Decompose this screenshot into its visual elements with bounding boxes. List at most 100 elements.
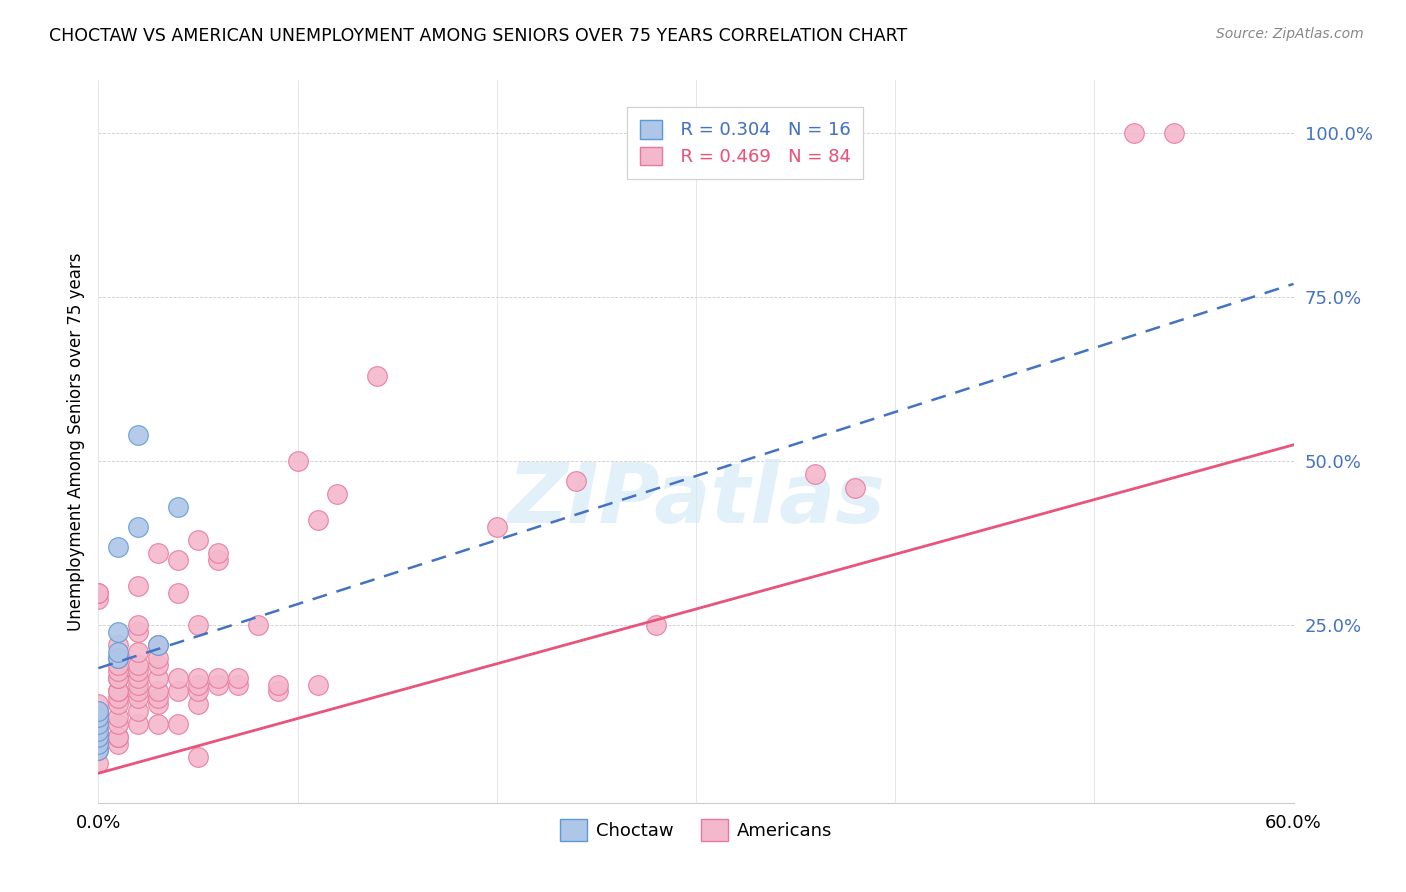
Point — [187, 618, 209, 632]
Point — [87, 710, 110, 724]
Point — [87, 737, 110, 751]
Point — [307, 513, 329, 527]
Point — [148, 657, 170, 672]
Point — [87, 717, 110, 731]
Point — [107, 651, 129, 665]
Point — [187, 533, 209, 547]
Point — [148, 638, 170, 652]
Point — [485, 520, 508, 534]
Point — [107, 710, 129, 724]
Point — [148, 546, 170, 560]
Point — [107, 730, 129, 744]
Point — [107, 690, 129, 705]
Point — [107, 625, 129, 640]
Point — [565, 474, 588, 488]
Point — [187, 749, 209, 764]
Point — [148, 717, 170, 731]
Point — [107, 665, 129, 679]
Point — [107, 698, 129, 712]
Text: Source: ZipAtlas.com: Source: ZipAtlas.com — [1216, 27, 1364, 41]
Legend: Choctaw, Americans: Choctaw, Americans — [553, 812, 839, 848]
Point — [127, 579, 149, 593]
Point — [226, 671, 249, 685]
Point — [148, 671, 170, 685]
Point — [87, 698, 110, 712]
Point — [187, 698, 209, 712]
Point — [148, 638, 170, 652]
Point — [107, 651, 129, 665]
Point — [127, 671, 149, 685]
Point — [307, 677, 329, 691]
Point — [1123, 126, 1146, 140]
Point — [187, 684, 209, 698]
Point — [107, 684, 129, 698]
Point — [87, 704, 110, 718]
Point — [167, 671, 190, 685]
Point — [267, 684, 290, 698]
Point — [148, 690, 170, 705]
Point — [127, 665, 149, 679]
Point — [127, 625, 149, 640]
Point — [127, 657, 149, 672]
Point — [127, 690, 149, 705]
Point — [167, 717, 190, 731]
Point — [645, 618, 668, 632]
Point — [366, 368, 388, 383]
Point — [87, 730, 110, 744]
Point — [87, 710, 110, 724]
Point — [127, 677, 149, 691]
Text: CHOCTAW VS AMERICAN UNEMPLOYMENT AMONG SENIORS OVER 75 YEARS CORRELATION CHART: CHOCTAW VS AMERICAN UNEMPLOYMENT AMONG S… — [49, 27, 907, 45]
Point — [87, 585, 110, 599]
Point — [87, 717, 110, 731]
Point — [287, 454, 309, 468]
Point — [87, 743, 110, 757]
Point — [87, 730, 110, 744]
Point — [207, 546, 229, 560]
Point — [87, 723, 110, 738]
Point — [87, 743, 110, 757]
Point — [187, 671, 209, 685]
Point — [844, 481, 866, 495]
Point — [167, 553, 190, 567]
Point — [107, 730, 129, 744]
Point — [127, 428, 149, 442]
Point — [148, 698, 170, 712]
Point — [87, 737, 110, 751]
Point — [87, 704, 110, 718]
Point — [127, 520, 149, 534]
Point — [326, 487, 349, 501]
Point — [187, 677, 209, 691]
Point — [107, 684, 129, 698]
Point — [87, 704, 110, 718]
Point — [127, 645, 149, 659]
Point — [148, 651, 170, 665]
Point — [1163, 126, 1185, 140]
Point — [107, 540, 129, 554]
Point — [87, 592, 110, 607]
Y-axis label: Unemployment Among Seniors over 75 years: Unemployment Among Seniors over 75 years — [66, 252, 84, 631]
Text: ZIPatlas: ZIPatlas — [508, 458, 884, 540]
Point — [127, 684, 149, 698]
Point — [107, 737, 129, 751]
Point — [87, 717, 110, 731]
Point — [167, 585, 190, 599]
Point — [107, 645, 129, 659]
Point — [107, 717, 129, 731]
Point — [207, 671, 229, 685]
Point — [107, 671, 129, 685]
Point — [167, 684, 190, 698]
Point — [107, 638, 129, 652]
Point — [246, 618, 269, 632]
Point — [148, 684, 170, 698]
Point — [87, 730, 110, 744]
Point — [167, 500, 190, 515]
Point — [127, 704, 149, 718]
Point — [645, 126, 668, 140]
Point — [804, 467, 827, 482]
Point — [87, 723, 110, 738]
Point — [267, 677, 290, 691]
Point — [207, 677, 229, 691]
Point — [107, 657, 129, 672]
Point — [127, 618, 149, 632]
Point — [207, 553, 229, 567]
